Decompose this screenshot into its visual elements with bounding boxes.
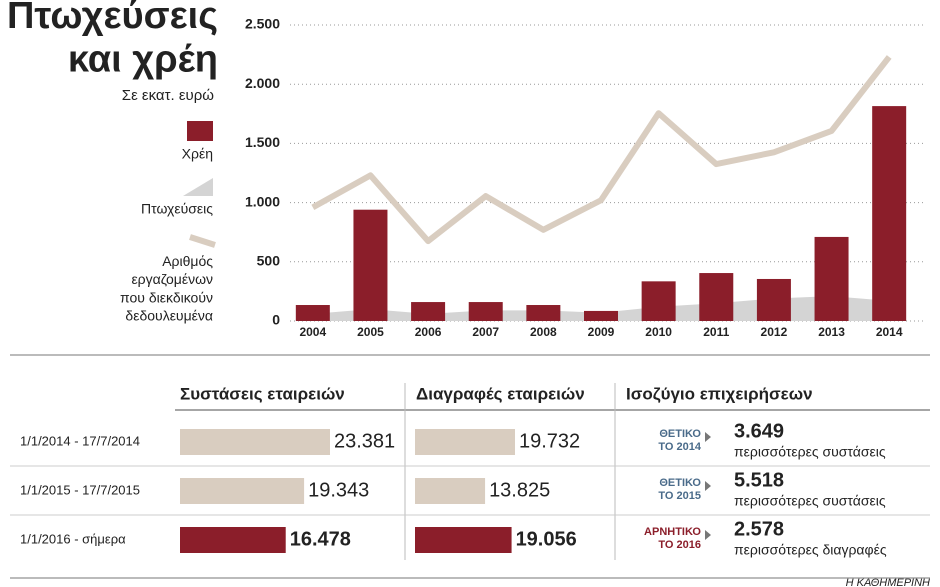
badge-arrow (705, 481, 711, 491)
value-label: 13.825 (489, 479, 550, 501)
period: 1/1/2015 - 17/7/2015 (20, 482, 140, 497)
bar (756, 278, 791, 321)
x-tick-label: 2006 (415, 325, 442, 339)
y-tick-label: 1.000 (245, 193, 280, 209)
y-tick-label: 500 (257, 253, 281, 269)
bar (415, 527, 512, 553)
bar (411, 302, 446, 321)
y-tick-label: 0 (272, 312, 280, 328)
value-label: 19.343 (308, 479, 369, 501)
credit: Η ΚΑΘΗΜΕΡΙΝΗ (846, 577, 930, 587)
x-tick-label: 2010 (645, 325, 672, 339)
x-tick-label: 2007 (472, 325, 499, 339)
legend-swatch (189, 234, 216, 248)
period: 1/1/2014 - 17/7/2014 (20, 433, 140, 448)
badge: ΘΕΤΙΚΟ ΤΟ 2015 (658, 477, 701, 502)
column-header: Διαγραφές εταιρειών (416, 384, 585, 403)
bar (180, 429, 330, 455)
bar (872, 106, 907, 321)
balance-value: 3.649 (734, 420, 784, 442)
x-tick-label: 2009 (588, 325, 615, 339)
balance-value: 5.518 (734, 469, 784, 491)
legend-label: Αριθμός εργαζομένων που διεκδικούν δεδουλευ… (120, 253, 213, 324)
bar (180, 478, 305, 504)
line (311, 55, 892, 245)
y-tick-label: 2.500 (245, 16, 280, 32)
column-header: Ισοζύγιο επιχειρήσεων (626, 384, 813, 403)
balance-text: περισσότερες συστάσεις (734, 444, 886, 460)
value-label: 16.478 (290, 528, 351, 550)
x-tick-label: 2014 (876, 325, 903, 339)
bar (180, 527, 286, 553)
chart-title: Πτωχεύσεις και χρέη (7, 0, 218, 81)
balance-text: περισσότερες διαγραφές (734, 542, 887, 558)
value-label: 19.732 (519, 430, 580, 452)
y-tick-label: 2.000 (245, 75, 280, 91)
x-tick-label: 2004 (299, 325, 326, 339)
balance-text: περισσότερες συστάσεις (734, 493, 886, 509)
bar (295, 305, 330, 321)
bar (699, 273, 734, 321)
value-label: 23.381 (334, 430, 395, 452)
badge-arrow (705, 432, 711, 442)
legend-label: Πτωχεύσεις (141, 201, 213, 217)
legend-swatch (187, 121, 213, 141)
x-tick-label: 2011 (703, 325, 729, 339)
bar (468, 302, 503, 321)
badge-arrow (705, 530, 711, 540)
legend-label: Χρέη (182, 146, 213, 162)
badge: ΘΕΤΙΚΟ ΤΟ 2014 (658, 428, 701, 453)
area (312, 296, 890, 321)
x-tick-label: 2012 (761, 325, 788, 339)
period: 1/1/2016 - σήμερα (20, 531, 126, 546)
bar (641, 281, 676, 321)
x-tick-label: 2008 (530, 325, 557, 339)
x-tick-label: 2013 (818, 325, 845, 339)
y-tick-label: 1.500 (245, 134, 280, 150)
bar (584, 310, 618, 321)
bar (353, 209, 388, 321)
bar (415, 478, 486, 504)
bar (814, 236, 849, 321)
x-tick-label: 2005 (357, 325, 384, 339)
bar (415, 429, 515, 455)
badge: ΑΡΝΗΤΙΚΟ ΤΟ 2016 (644, 526, 701, 551)
legend-swatch (183, 178, 213, 196)
chart-subtitle: Σε εκατ. ευρώ (122, 87, 214, 104)
column-header: Συστάσεις εταιρειών (180, 384, 345, 403)
bar (526, 305, 561, 321)
value-label: 19.056 (516, 528, 577, 550)
balance-value: 2.578 (734, 518, 784, 540)
